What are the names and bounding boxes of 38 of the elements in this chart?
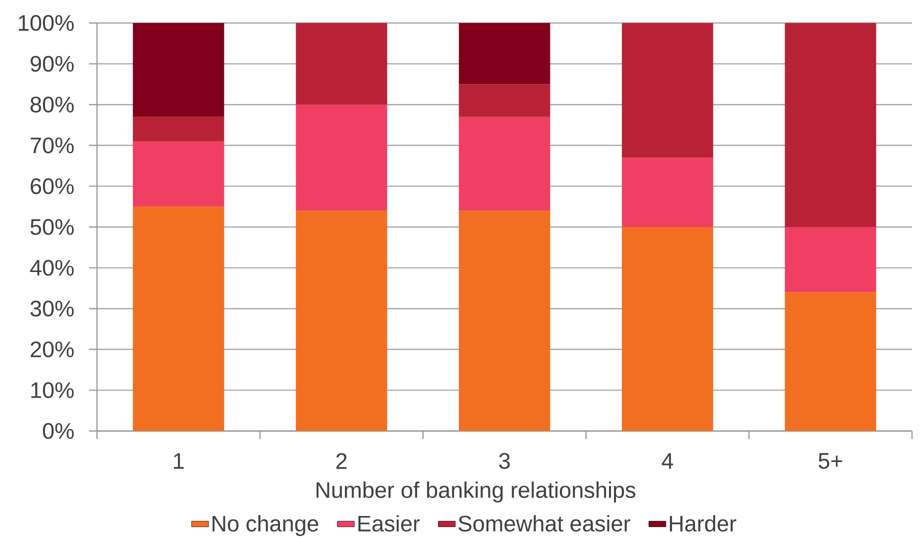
x-tick-label: 4: [662, 453, 674, 469]
x-tick-label: 1: [174, 453, 184, 469]
bar: [458, 116, 550, 211]
bar: [622, 22, 714, 158]
y-tick-label: 70%: [30, 137, 74, 154]
y-tick-label: 50%: [30, 219, 74, 235]
x-tick-label: 3: [499, 453, 510, 469]
bar: [622, 226, 714, 431]
y-tick-label: 10%: [31, 382, 74, 398]
y-tick-label: 20%: [30, 341, 74, 358]
bar: [132, 22, 224, 117]
legend-label: No change: [212, 515, 318, 536]
y-tick-label: 0%: [42, 423, 74, 439]
bar: [296, 210, 388, 431]
y-tick-label: 30%: [30, 300, 74, 317]
legend-label: Somewhat easier: [458, 515, 630, 532]
bar: [458, 84, 550, 117]
bar: [784, 292, 876, 431]
bar: [784, 22, 876, 227]
y-tick-label: 90%: [30, 56, 74, 72]
legend-label: Easier: [358, 515, 420, 532]
x-tick-label: 2: [336, 453, 347, 469]
bar: [132, 206, 224, 431]
bar: [622, 158, 714, 227]
y-tick-label: 40%: [30, 260, 74, 276]
y-tick-label: 80%: [30, 96, 74, 113]
y-tick-label: 60%: [30, 178, 74, 194]
bar: [296, 22, 388, 105]
bar: [132, 116, 224, 142]
bar: [132, 141, 224, 207]
bar: [458, 210, 550, 431]
x-tick-label: 5+: [818, 453, 842, 469]
legend-label: Harder: [670, 515, 736, 532]
y-tick-label: 100%: [18, 15, 74, 31]
bar: [296, 104, 388, 211]
x-axis-title: Number of banking relationships: [316, 482, 636, 502]
bar: [784, 226, 876, 292]
bar: [458, 22, 550, 84]
